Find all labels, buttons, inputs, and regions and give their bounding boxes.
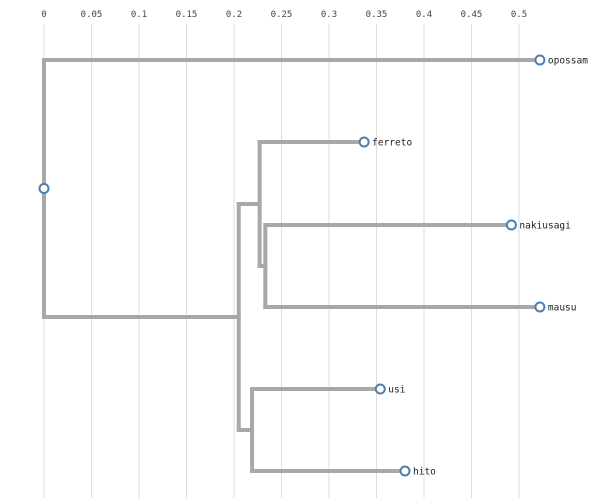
branches bbox=[42, 58, 542, 473]
nodes bbox=[38, 54, 546, 477]
leaf-node-nakiusagi bbox=[505, 219, 517, 231]
leaf-node-hito bbox=[399, 465, 411, 477]
leaf-node-opossam bbox=[534, 54, 546, 66]
x-tick-label: 0.5 bbox=[511, 10, 527, 20]
leaf-node-mausu bbox=[534, 301, 546, 313]
leaf-node-ferreto bbox=[358, 136, 370, 148]
leaf-label-mausu: mausu bbox=[548, 303, 577, 314]
leaf-label-hito: hito bbox=[413, 467, 436, 478]
x-tick-label: 0.2 bbox=[226, 10, 242, 20]
x-tick-label: 0.05 bbox=[81, 10, 103, 20]
x-tick-label: 0.45 bbox=[461, 10, 483, 20]
x-tick-label: 0.3 bbox=[321, 10, 337, 20]
x-tick-label: 0.35 bbox=[366, 10, 388, 20]
leaf-label-ferreto: ferreto bbox=[372, 138, 412, 149]
x-tick-label: 0 bbox=[41, 10, 46, 20]
leaf-label-opossam: opossam bbox=[548, 56, 588, 67]
leaf-labels: opossam ferreto nakiusagi mausu usi hito bbox=[372, 56, 588, 478]
x-tick-label: 0.25 bbox=[271, 10, 293, 20]
root-node bbox=[38, 183, 50, 194]
x-tick-label: 0.4 bbox=[416, 10, 432, 20]
leaf-node-usi bbox=[374, 383, 386, 395]
x-tick-label: 0.15 bbox=[176, 10, 198, 20]
x-tick-label: 0.1 bbox=[131, 10, 147, 20]
leaf-label-nakiusagi: nakiusagi bbox=[519, 221, 571, 232]
grid-lines bbox=[43, 24, 520, 498]
x-axis-ticks: 0 0.05 0.1 0.15 0.2 0.25 0.3 0.35 0.4 0.45 0.5 bbox=[41, 10, 527, 20]
leaf-label-usi: usi bbox=[388, 385, 405, 396]
